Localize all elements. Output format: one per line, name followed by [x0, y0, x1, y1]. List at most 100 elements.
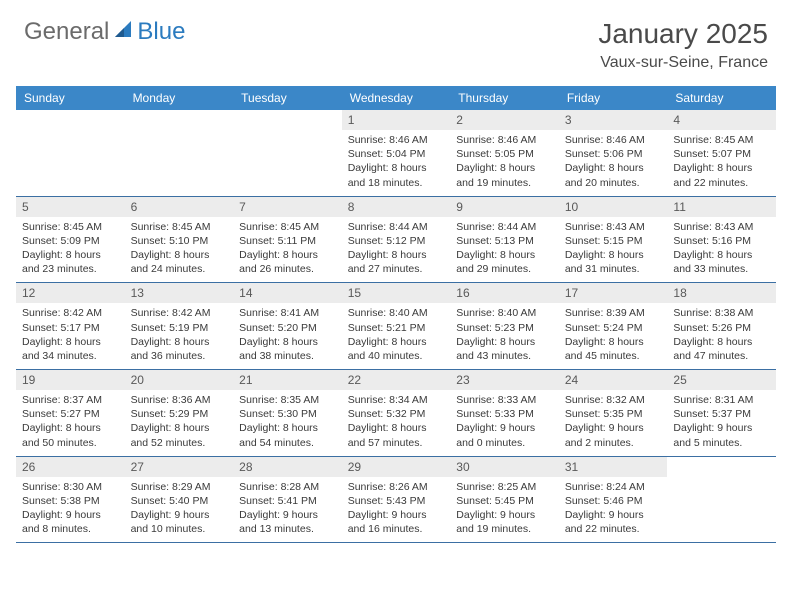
sunrise-text: Sunrise: 8:43 AM: [565, 220, 662, 234]
week-row: 5Sunrise: 8:45 AMSunset: 5:09 PMDaylight…: [16, 197, 776, 284]
daylight-line2: and 40 minutes.: [348, 349, 445, 363]
daylight-line2: and 26 minutes.: [239, 262, 336, 276]
daylight-line1: Daylight: 8 hours: [22, 421, 119, 435]
daylight-line2: and 47 minutes.: [673, 349, 770, 363]
daylight-line1: Daylight: 8 hours: [456, 161, 553, 175]
day-cell: 22Sunrise: 8:34 AMSunset: 5:32 PMDayligh…: [342, 370, 451, 456]
day-body: Sunrise: 8:34 AMSunset: 5:32 PMDaylight:…: [342, 390, 451, 450]
daylight-line1: Daylight: 9 hours: [348, 508, 445, 522]
sunset-text: Sunset: 5:12 PM: [348, 234, 445, 248]
day-body: Sunrise: 8:29 AMSunset: 5:40 PMDaylight:…: [125, 477, 234, 537]
day-number: 30: [450, 457, 559, 477]
daylight-line1: Daylight: 8 hours: [348, 161, 445, 175]
day-cell: [16, 110, 125, 196]
day-body: Sunrise: 8:39 AMSunset: 5:24 PMDaylight:…: [559, 303, 668, 363]
day-number: 8: [342, 197, 451, 217]
daylight-line1: Daylight: 8 hours: [239, 335, 336, 349]
sunrise-text: Sunrise: 8:32 AM: [565, 393, 662, 407]
calendar: SundayMondayTuesdayWednesdayThursdayFrid…: [16, 86, 776, 543]
sunset-text: Sunset: 5:26 PM: [673, 321, 770, 335]
day-cell: 11Sunrise: 8:43 AMSunset: 5:16 PMDayligh…: [667, 197, 776, 283]
day-cell: 9Sunrise: 8:44 AMSunset: 5:13 PMDaylight…: [450, 197, 559, 283]
day-body: Sunrise: 8:46 AMSunset: 5:05 PMDaylight:…: [450, 130, 559, 190]
daylight-line1: Daylight: 9 hours: [673, 421, 770, 435]
daylight-line2: and 22 minutes.: [673, 176, 770, 190]
sunset-text: Sunset: 5:35 PM: [565, 407, 662, 421]
daylight-line1: Daylight: 8 hours: [131, 421, 228, 435]
daylight-line2: and 52 minutes.: [131, 436, 228, 450]
daylight-line1: Daylight: 8 hours: [565, 335, 662, 349]
daylight-line1: Daylight: 9 hours: [131, 508, 228, 522]
day-number: 11: [667, 197, 776, 217]
daylight-line2: and 38 minutes.: [239, 349, 336, 363]
sunset-text: Sunset: 5:29 PM: [131, 407, 228, 421]
day-number: 15: [342, 283, 451, 303]
day-number: 31: [559, 457, 668, 477]
day-cell: 15Sunrise: 8:40 AMSunset: 5:21 PMDayligh…: [342, 283, 451, 369]
day-cell: [667, 457, 776, 543]
day-number: 25: [667, 370, 776, 390]
title-block: January 2025 Vaux-sur-Seine, France: [598, 18, 768, 72]
day-body: Sunrise: 8:45 AMSunset: 5:07 PMDaylight:…: [667, 130, 776, 190]
sunset-text: Sunset: 5:32 PM: [348, 407, 445, 421]
sunrise-text: Sunrise: 8:42 AM: [131, 306, 228, 320]
sunrise-text: Sunrise: 8:43 AM: [673, 220, 770, 234]
daylight-line2: and 8 minutes.: [22, 522, 119, 536]
sunset-text: Sunset: 5:10 PM: [131, 234, 228, 248]
daylight-line1: Daylight: 8 hours: [22, 335, 119, 349]
day-body: Sunrise: 8:36 AMSunset: 5:29 PMDaylight:…: [125, 390, 234, 450]
sunrise-text: Sunrise: 8:44 AM: [456, 220, 553, 234]
day-cell: 26Sunrise: 8:30 AMSunset: 5:38 PMDayligh…: [16, 457, 125, 543]
dow-cell: Wednesday: [342, 86, 451, 110]
sunrise-text: Sunrise: 8:44 AM: [348, 220, 445, 234]
day-number: 3: [559, 110, 668, 130]
day-cell: 28Sunrise: 8:28 AMSunset: 5:41 PMDayligh…: [233, 457, 342, 543]
dow-cell: Tuesday: [233, 86, 342, 110]
sunset-text: Sunset: 5:09 PM: [22, 234, 119, 248]
day-cell: 5Sunrise: 8:45 AMSunset: 5:09 PMDaylight…: [16, 197, 125, 283]
daylight-line1: Daylight: 8 hours: [239, 421, 336, 435]
day-number: 20: [125, 370, 234, 390]
day-body: Sunrise: 8:43 AMSunset: 5:15 PMDaylight:…: [559, 217, 668, 277]
day-number: 9: [450, 197, 559, 217]
day-cell: 31Sunrise: 8:24 AMSunset: 5:46 PMDayligh…: [559, 457, 668, 543]
day-body: Sunrise: 8:41 AMSunset: 5:20 PMDaylight:…: [233, 303, 342, 363]
daylight-line1: Daylight: 8 hours: [565, 248, 662, 262]
day-cell: 21Sunrise: 8:35 AMSunset: 5:30 PMDayligh…: [233, 370, 342, 456]
sunset-text: Sunset: 5:19 PM: [131, 321, 228, 335]
day-number: 14: [233, 283, 342, 303]
daylight-line1: Daylight: 8 hours: [456, 335, 553, 349]
logo-sail-icon: [113, 19, 135, 46]
day-body: Sunrise: 8:38 AMSunset: 5:26 PMDaylight:…: [667, 303, 776, 363]
daylight-line1: Daylight: 9 hours: [565, 508, 662, 522]
day-cell: 18Sunrise: 8:38 AMSunset: 5:26 PMDayligh…: [667, 283, 776, 369]
day-number: [667, 457, 776, 463]
sunrise-text: Sunrise: 8:45 AM: [673, 133, 770, 147]
day-body: Sunrise: 8:28 AMSunset: 5:41 PMDaylight:…: [233, 477, 342, 537]
sunrise-text: Sunrise: 8:45 AM: [22, 220, 119, 234]
day-cell: 7Sunrise: 8:45 AMSunset: 5:11 PMDaylight…: [233, 197, 342, 283]
sunset-text: Sunset: 5:45 PM: [456, 494, 553, 508]
daylight-line2: and 10 minutes.: [131, 522, 228, 536]
sunset-text: Sunset: 5:40 PM: [131, 494, 228, 508]
day-number: 16: [450, 283, 559, 303]
sunrise-text: Sunrise: 8:40 AM: [456, 306, 553, 320]
daylight-line2: and 24 minutes.: [131, 262, 228, 276]
daylight-line2: and 36 minutes.: [131, 349, 228, 363]
daylight-line1: Daylight: 8 hours: [131, 248, 228, 262]
week-row: 19Sunrise: 8:37 AMSunset: 5:27 PMDayligh…: [16, 370, 776, 457]
daylight-line2: and 19 minutes.: [456, 522, 553, 536]
week-row: 1Sunrise: 8:46 AMSunset: 5:04 PMDaylight…: [16, 110, 776, 197]
day-cell: 19Sunrise: 8:37 AMSunset: 5:27 PMDayligh…: [16, 370, 125, 456]
sunrise-text: Sunrise: 8:38 AM: [673, 306, 770, 320]
dow-cell: Sunday: [16, 86, 125, 110]
daylight-line2: and 43 minutes.: [456, 349, 553, 363]
day-body: Sunrise: 8:35 AMSunset: 5:30 PMDaylight:…: [233, 390, 342, 450]
day-number: 22: [342, 370, 451, 390]
sunrise-text: Sunrise: 8:24 AM: [565, 480, 662, 494]
daylight-line1: Daylight: 9 hours: [22, 508, 119, 522]
day-number: 21: [233, 370, 342, 390]
day-body: Sunrise: 8:30 AMSunset: 5:38 PMDaylight:…: [16, 477, 125, 537]
daylight-line2: and 0 minutes.: [456, 436, 553, 450]
sunrise-text: Sunrise: 8:29 AM: [131, 480, 228, 494]
